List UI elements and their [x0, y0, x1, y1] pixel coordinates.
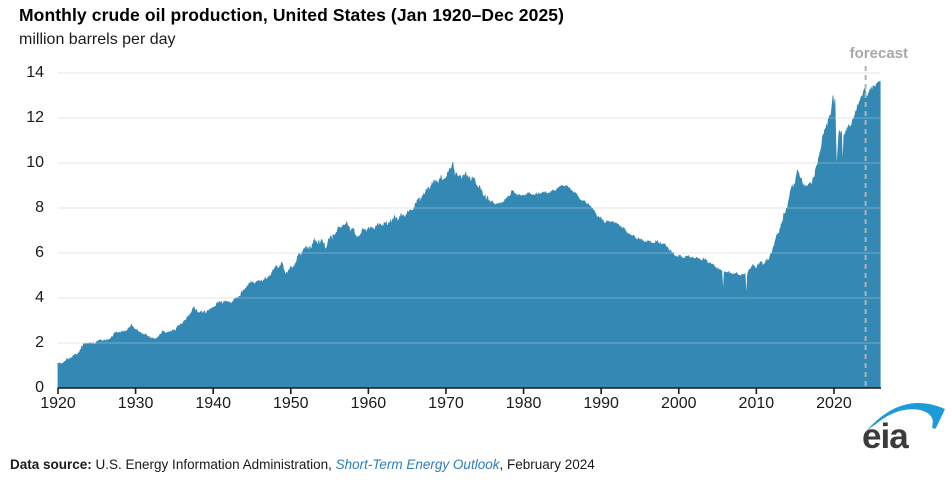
footer-source-org: U.S. Energy Information Administration, [95, 457, 336, 472]
y-tick-label: 12 [26, 109, 44, 126]
x-tick-label: 1920 [40, 395, 76, 412]
x-tick-label: 1950 [272, 395, 309, 412]
y-tick-label: 10 [26, 154, 44, 171]
x-tick-label: 1990 [583, 395, 619, 412]
x-tick-label: 1940 [195, 395, 231, 412]
y-tick-label: 14 [26, 64, 44, 81]
footer-source: Data source: U.S. Energy Information Adm… [10, 457, 595, 472]
chart-subtitle: million barrels per day [19, 31, 176, 48]
y-tick-label: 6 [35, 244, 44, 261]
eia-logo: eia [862, 402, 945, 454]
y-tick-label: 4 [35, 289, 44, 306]
footer-source-label: Data source: [10, 457, 96, 472]
production-area-chart [57, 66, 881, 394]
eia-logo-text: eia [862, 417, 909, 454]
x-tick-label: 1980 [505, 395, 542, 412]
eia-logo-swoosh-icon [863, 402, 945, 435]
x-tick-label: 1960 [350, 395, 387, 412]
x-tick-label: 2020 [816, 395, 852, 412]
x-tick-label: 2000 [660, 395, 697, 412]
x-tick-label: 1970 [428, 395, 464, 412]
chart-title: Monthly crude oil production, United Sta… [19, 5, 565, 25]
footer-source-link[interactable]: Short-Term Energy Outlook [335, 457, 500, 472]
forecast-label: forecast [849, 45, 908, 62]
x-tick-label: 2010 [738, 395, 775, 412]
production-area-series [57, 81, 881, 389]
y-tick-label: 0 [35, 379, 44, 396]
x-tick-label: 1930 [117, 395, 154, 412]
footer-source-suffix: , February 2024 [499, 457, 595, 472]
y-tick-label: 2 [35, 334, 44, 351]
y-tick-label: 8 [35, 199, 44, 216]
